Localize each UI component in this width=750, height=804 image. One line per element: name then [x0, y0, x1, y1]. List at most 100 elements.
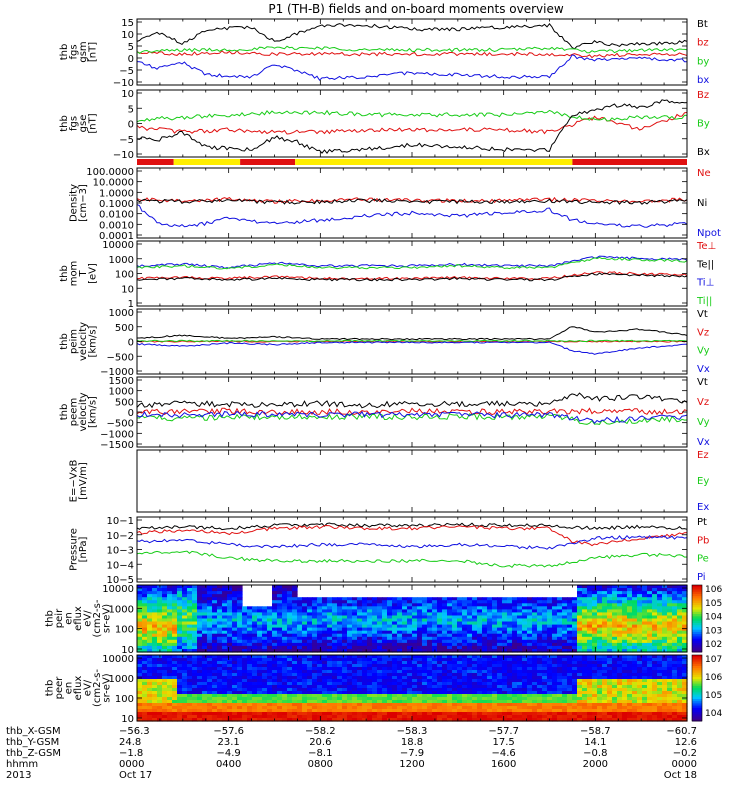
pressure-legend-green: Pe — [697, 554, 709, 565]
peir-spectrogram-cell — [342, 628, 348, 632]
peir-spectrogram-cell — [492, 646, 498, 650]
peir-spectrogram-cell — [667, 594, 673, 598]
peir-spectrogram-cell — [487, 634, 493, 638]
peir-spectrogram-cell — [307, 640, 313, 644]
peir-spectrogram-cell — [292, 634, 298, 638]
peir-spectrogram-cell — [187, 640, 193, 644]
peir-spectrogram-cell — [412, 640, 418, 644]
peir-spectrogram-cell — [292, 606, 298, 610]
peir-spectrogram-cell — [492, 622, 498, 626]
peir-spectrogram-cell — [632, 622, 638, 626]
peir-spectrogram-cell — [442, 646, 448, 650]
peir-spectrogram-cell — [287, 628, 293, 632]
peir-spectrogram-cell — [652, 634, 658, 638]
peir-spectrogram-cell — [677, 588, 683, 592]
peir-spectrogram-cell — [192, 606, 198, 610]
peir-spectrogram-cell — [317, 628, 323, 632]
peir-spectrogram-cell — [637, 588, 643, 592]
peir-spectrogram-cell — [152, 600, 158, 604]
peir-spectrogram-cell — [307, 600, 313, 604]
peir-spectrogram-cell — [537, 606, 543, 610]
peir-spectrogram-cell — [202, 634, 208, 638]
peir-spectrogram-cell — [552, 628, 558, 632]
peir-spectrogram-cell — [472, 628, 478, 632]
peir-spectrogram-cell — [627, 612, 633, 616]
peir-spectrogram-cell — [672, 634, 678, 638]
peir-spectrogram-cell — [287, 622, 293, 626]
peir-spectrogram-cell — [532, 612, 538, 616]
region-bar-panel — [137, 159, 687, 165]
peir-spectrogram-cell — [367, 640, 373, 644]
peir-spectrogram-cell — [252, 634, 258, 638]
mom-temperature-legend-blue: Ti⊥ — [696, 278, 714, 289]
peir-spectrogram-cell — [157, 594, 163, 598]
peir-spectrogram-cell — [637, 594, 643, 598]
peir-spectrogram-colorbar-cell — [692, 601, 702, 604]
peir-spectrogram-cell — [417, 612, 423, 616]
peir-spectrogram-cell — [512, 628, 518, 632]
peir-spectrogram-cell — [362, 606, 368, 610]
peir-spectrogram-cell — [407, 612, 413, 616]
peir-spectrogram-cell — [507, 646, 513, 650]
peir-spectrogram-cell — [627, 628, 633, 632]
peir-spectrogram-cell — [502, 628, 508, 632]
peir-spectrogram-cell — [337, 606, 343, 610]
peir-spectrogram-cell — [257, 628, 263, 632]
peir-spectrogram-cell — [572, 612, 578, 616]
peir-spectrogram-cell — [267, 634, 273, 638]
peir-spectrogram-colorbar-label: 103 — [705, 626, 722, 636]
peir-spectrogram-cell — [547, 628, 553, 632]
peir-spectrogram-colorbar-cell — [692, 587, 702, 590]
peir-spectrogram-cell — [167, 606, 173, 610]
peir-spectrogram-cell — [217, 594, 223, 598]
peir-spectrogram-cell — [377, 634, 383, 638]
peir-spectrogram-cell — [472, 600, 478, 604]
peir-spectrogram-cell — [472, 612, 478, 616]
peir-spectrogram-cell — [597, 588, 603, 592]
fgs-gsm-ylabel-line: [nT] — [87, 42, 98, 62]
peir-spectrogram-cell — [532, 640, 538, 644]
peir-spectrogram-cell — [587, 600, 593, 604]
peir-spectrogram-cell — [162, 628, 168, 632]
peir-spectrogram-y-tick-label: 10000 — [102, 584, 134, 595]
pressure-frame — [137, 517, 687, 582]
peem-velocity-legend-black: Vt — [697, 377, 708, 388]
peir-spectrogram-cell — [527, 640, 533, 644]
peir-spectrogram-colorbar-label: 102 — [705, 640, 722, 650]
peir-spectrogram-cell — [592, 628, 598, 632]
peir-spectrogram-cell — [677, 594, 683, 598]
peir-spectrogram-cell — [562, 634, 568, 638]
peir-spectrogram-cell — [242, 640, 248, 644]
density-y-tick-label: 0.0010 — [99, 220, 134, 231]
peir-spectrogram-cell — [312, 622, 318, 626]
peir-spectrogram-cell — [592, 612, 598, 616]
peir-spectrogram-cell — [202, 600, 208, 604]
peir-spectrogram-cell — [367, 634, 373, 638]
peir-spectrogram-cell — [642, 634, 648, 638]
peir-spectrogram-cell — [147, 640, 153, 644]
peir-spectrogram-cell — [572, 628, 578, 632]
peir-spectrogram-cell — [477, 606, 483, 610]
peir-spectrogram-cell — [212, 594, 218, 598]
peir-spectrogram-cell — [437, 612, 443, 616]
mom-temperature-y-tick-label: 100 — [115, 270, 134, 281]
peir-spectrogram-cell — [597, 612, 603, 616]
peir-spectrogram-cell — [147, 646, 153, 650]
peir-spectrogram-cell — [392, 606, 398, 610]
peir-spectrogram-cell — [482, 646, 488, 650]
peir-spectrogram-cell — [317, 606, 323, 610]
peir-spectrogram-cell — [292, 600, 298, 604]
peir-spectrogram-cell — [362, 628, 368, 632]
mom-temperature-y-tick-label: 1000 — [109, 255, 134, 266]
peir-spectrogram-cell — [317, 634, 323, 638]
peir-spectrogram-cell — [177, 640, 183, 644]
density-y-tick-label: 100.0000 — [86, 167, 134, 178]
peir-spectrogram-cell — [182, 594, 188, 598]
peir-spectrogram-cell — [312, 646, 318, 650]
peir-spectrogram-cell — [567, 646, 573, 650]
peir-spectrogram-cell — [322, 640, 328, 644]
peir-spectrogram-cell — [607, 594, 613, 598]
peir-spectrogram-cell — [262, 612, 268, 616]
peir-spectrogram-cell — [362, 622, 368, 626]
peir-spectrogram-cell — [627, 622, 633, 626]
